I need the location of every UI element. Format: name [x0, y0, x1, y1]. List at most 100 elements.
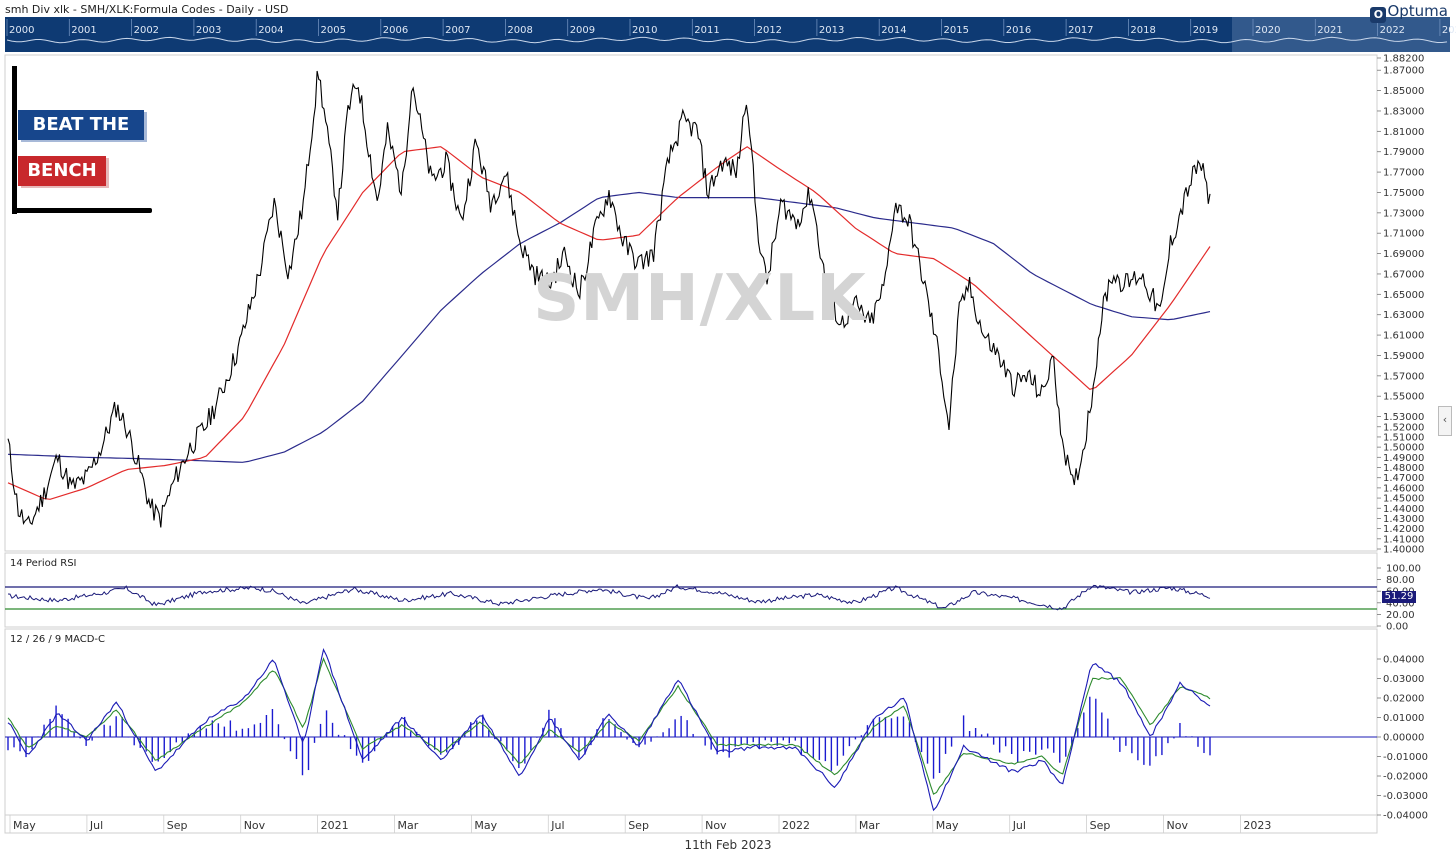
price-tick-label: 1.40000 [1383, 545, 1424, 556]
price-tick-label: 1.49000 [1383, 453, 1424, 464]
x-tick-label: Jul [89, 819, 103, 832]
x-tick-label: May [13, 819, 36, 832]
macd-y-axis: 0.04000 0.03000 0.02000 0.01000 0.00000 -0.01… [1377, 655, 1428, 822]
x-tick-label: 2021 [321, 819, 349, 832]
macd-panel-title: 12 / 26 / 9 MACD-C [10, 634, 106, 645]
brand-name: Optuma [1387, 2, 1448, 20]
x-tick-label: 2023 [1243, 819, 1271, 832]
navigator-year: 2011 [694, 25, 719, 36]
rsi-panel-title: 14 Period RSI [10, 558, 77, 569]
price-tick-label: 1.50000 [1383, 443, 1424, 454]
price-tick-label: 1.42000 [1383, 524, 1424, 535]
navigator-year: 2019 [1193, 25, 1218, 36]
x-tick-label: May [474, 819, 497, 832]
price-tick-label: 1.75000 [1383, 188, 1424, 199]
price-tick-label: 1.83000 [1383, 106, 1424, 117]
navigator-year: 2008 [507, 25, 532, 36]
rsi-tick-label: 20.00 [1386, 610, 1415, 621]
watermark: SMH/XLK [533, 262, 867, 336]
price-tick-label: 1.73000 [1383, 208, 1424, 219]
navigator-year: 2010 [632, 25, 657, 36]
navigator-year: 2013 [819, 25, 844, 36]
price-tick-label: 1.51000 [1383, 432, 1424, 443]
price-tick-label: 1.48000 [1383, 463, 1424, 474]
navigator-year: 2004 [258, 25, 283, 36]
logo-bar-horizontal [12, 208, 152, 213]
price-tick-label: 1.52000 [1383, 422, 1424, 433]
macd-tick-label: -0.02000 [1383, 772, 1428, 783]
navigator-year: 2016 [1006, 25, 1031, 36]
navigator-year: 2014 [881, 25, 906, 36]
navigator-year: 2021 [1317, 25, 1342, 36]
price-tick-label: 1.81000 [1383, 127, 1424, 138]
footer-date: 11th Feb 2023 [684, 838, 772, 852]
price-tick-label: 1.65000 [1383, 290, 1424, 301]
navigator-year: 2023 [1442, 25, 1456, 36]
navigator-year: 2001 [71, 25, 96, 36]
x-tick-label: Nov [705, 819, 727, 832]
logo-bar-vertical [12, 66, 17, 214]
macd-tick-label: 0.00000 [1383, 733, 1424, 744]
price-tick-label: 1.88200 [1383, 54, 1424, 65]
price-tick-label: 1.61000 [1383, 331, 1424, 342]
collapse-panel-button[interactable]: ‹ [1438, 406, 1452, 436]
price-tick-label: 1.57000 [1383, 371, 1424, 382]
price-tick-label: 1.67000 [1383, 269, 1424, 280]
navigator-year: 2017 [1068, 25, 1093, 36]
rsi-current-value: 51.29 [1382, 591, 1416, 603]
rsi-tick-label: 40.00 [1386, 598, 1415, 609]
navigator-year: 2022 [1380, 25, 1405, 36]
logo-line1: BEAT THE [18, 110, 144, 140]
macd-panel-frame [4, 628, 1378, 816]
rsi-tick-label: 100.00 [1386, 564, 1421, 575]
x-axis-frame [4, 814, 1378, 834]
price-tick-label: 1.55000 [1383, 392, 1424, 403]
navigator-years: 2000 2001 2002 2003 2004 2005 2006 2007 2008 2009… [6, 19, 1456, 36]
brand-logo: O Optuma [1370, 2, 1448, 23]
navigator-line [6, 36, 1448, 44]
navigator-year: 2007 [445, 25, 470, 36]
rsi-panel-frame [4, 552, 1378, 628]
navigator-year: 2000 [9, 25, 34, 36]
price-tick-label: 1.41000 [1383, 534, 1424, 545]
ma-long-line [7, 191, 1211, 463]
navigator-year: 2005 [321, 25, 346, 36]
chart-title: smh Div xlk - SMH/XLK:Formula Codes - Da… [5, 3, 289, 16]
x-tick-label: Jul [1012, 819, 1026, 832]
macd-tick-label: -0.03000 [1383, 791, 1428, 802]
price-tick-label: 1.77000 [1383, 168, 1424, 179]
x-tick-label: Mar [859, 819, 880, 832]
navigator-year: 2020 [1255, 25, 1280, 36]
price-tick-label: 1.45000 [1383, 494, 1424, 505]
navigator-year: 2009 [570, 25, 595, 36]
navigator-year: 2012 [757, 25, 782, 36]
rsi-line [7, 583, 1211, 611]
macd-tick-label: 0.01000 [1383, 713, 1424, 724]
navigator-year: 2002 [134, 25, 159, 36]
macd-tick-label: 0.03000 [1383, 674, 1424, 685]
price-tick-label: 1.71000 [1383, 229, 1424, 240]
price-tick-label: 1.43000 [1383, 514, 1424, 525]
x-tick-label: Sep [167, 819, 188, 832]
price-tick-label: 1.69000 [1383, 249, 1424, 260]
navigator-year: 2006 [383, 25, 408, 36]
macd-tick-label: -0.01000 [1383, 752, 1428, 763]
x-tick-label: Nov [1167, 819, 1189, 832]
macd-tick-label: -0.04000 [1383, 811, 1428, 822]
macd-tick-label: 0.04000 [1383, 655, 1424, 666]
beat-the-bench-logo: BEAT THE BENCH [12, 66, 152, 216]
price-tick-label: 1.46000 [1383, 483, 1424, 494]
rsi-tick-label: 80.00 [1386, 575, 1415, 586]
price-tick-label: 1.79000 [1383, 147, 1424, 158]
x-tick-label: Jul [550, 819, 564, 832]
navigator-bar[interactable] [5, 17, 1450, 52]
x-tick-label: Nov [244, 819, 266, 832]
price-tick-label: 1.59000 [1383, 351, 1424, 362]
navigator-year: 2015 [944, 25, 969, 36]
x-tick-label: Sep [1090, 819, 1111, 832]
x-tick-label: 2022 [782, 819, 810, 832]
price-tick-label: 1.85000 [1383, 86, 1424, 97]
navigator-window[interactable] [1232, 17, 1450, 52]
